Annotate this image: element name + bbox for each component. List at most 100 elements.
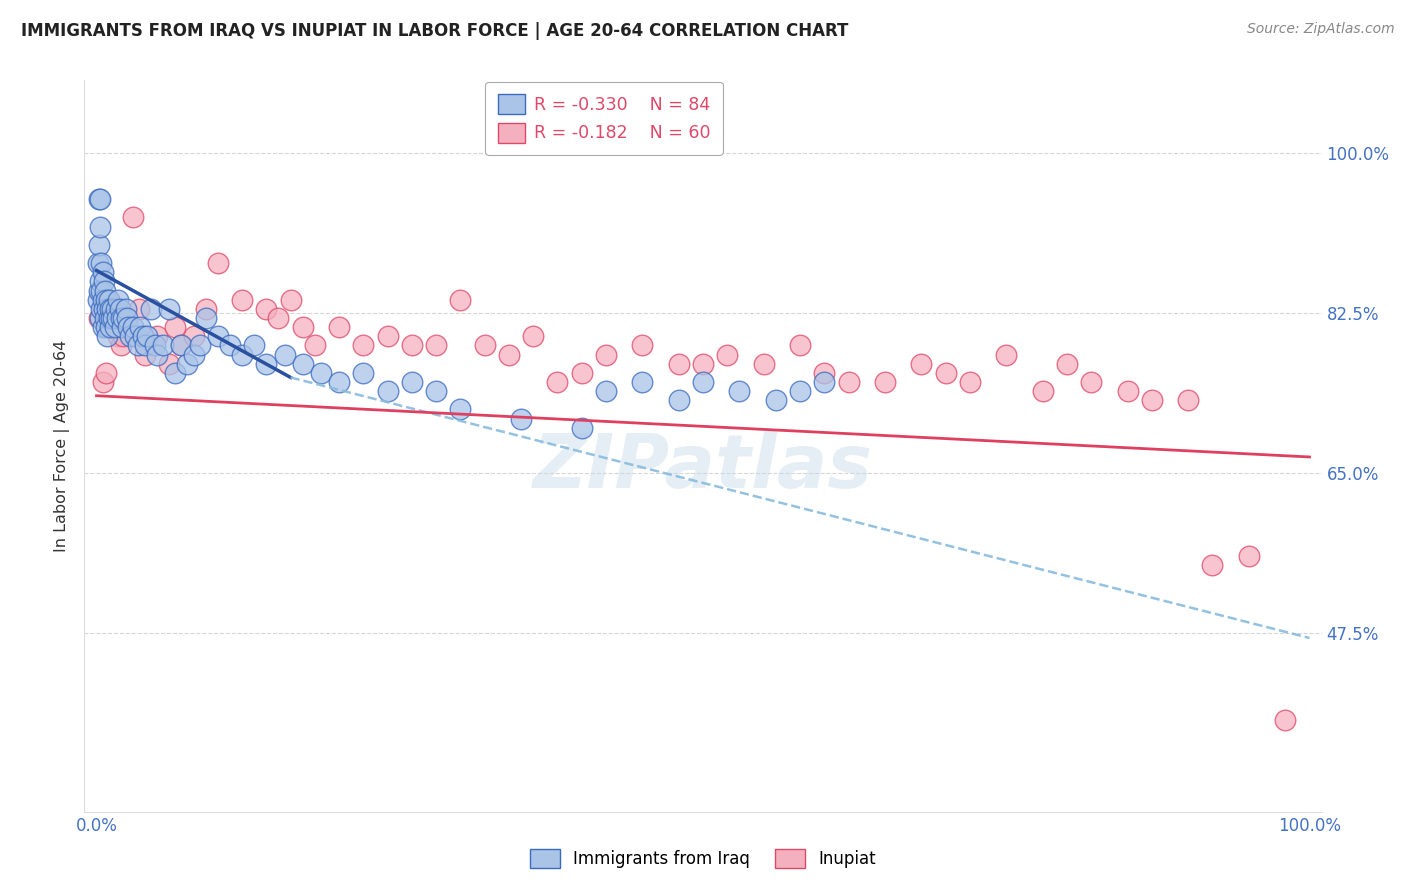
Point — [91, 375, 114, 389]
Point — [105, 311, 128, 326]
Point — [352, 338, 374, 352]
Point — [425, 338, 447, 352]
Point — [112, 329, 135, 343]
Point — [449, 293, 471, 307]
Point — [115, 311, 138, 326]
Point — [104, 301, 127, 316]
Point — [93, 301, 115, 316]
Point — [165, 320, 187, 334]
Point — [1237, 549, 1260, 563]
Point — [122, 211, 145, 225]
Point — [377, 384, 399, 399]
Point — [89, 192, 111, 206]
Point — [176, 357, 198, 371]
Point — [94, 311, 117, 326]
Text: Source: ZipAtlas.com: Source: ZipAtlas.com — [1247, 22, 1395, 37]
Point — [219, 338, 242, 352]
Point — [110, 338, 132, 352]
Point — [449, 402, 471, 417]
Point — [128, 301, 150, 316]
Point — [401, 375, 423, 389]
Point — [309, 366, 332, 380]
Point — [101, 301, 124, 316]
Point — [96, 301, 118, 316]
Point — [117, 320, 139, 334]
Point — [1032, 384, 1054, 399]
Point — [291, 357, 314, 371]
Point — [207, 329, 229, 343]
Point — [97, 311, 120, 326]
Point — [87, 311, 110, 326]
Point — [631, 375, 654, 389]
Point — [995, 347, 1018, 362]
Point — [93, 275, 115, 289]
Point — [631, 338, 654, 352]
Point — [935, 366, 957, 380]
Point — [90, 284, 112, 298]
Point — [170, 338, 193, 352]
Point — [595, 347, 617, 362]
Y-axis label: In Labor Force | Age 20-64: In Labor Force | Age 20-64 — [55, 340, 70, 552]
Point — [291, 320, 314, 334]
Point — [115, 320, 138, 334]
Point — [328, 320, 350, 334]
Point — [254, 301, 277, 316]
Point — [328, 375, 350, 389]
Point — [152, 338, 174, 352]
Point — [352, 366, 374, 380]
Point — [728, 384, 751, 399]
Point — [1274, 714, 1296, 728]
Point — [100, 311, 122, 326]
Point — [910, 357, 932, 371]
Point — [107, 329, 129, 343]
Point — [752, 357, 775, 371]
Point — [131, 329, 153, 343]
Point — [1080, 375, 1102, 389]
Point — [91, 320, 114, 334]
Point — [692, 357, 714, 371]
Point — [129, 320, 152, 334]
Point — [146, 329, 169, 343]
Legend: Immigrants from Iraq, Inupiat: Immigrants from Iraq, Inupiat — [523, 842, 883, 875]
Point — [813, 366, 835, 380]
Point — [838, 375, 860, 389]
Point — [89, 219, 111, 234]
Point — [157, 301, 180, 316]
Point — [146, 347, 169, 362]
Point — [959, 375, 981, 389]
Point — [425, 384, 447, 399]
Point — [254, 357, 277, 371]
Point — [111, 320, 134, 334]
Point — [124, 329, 146, 343]
Point — [789, 338, 811, 352]
Point — [91, 265, 114, 279]
Point — [143, 338, 166, 352]
Point — [96, 329, 118, 343]
Point — [157, 357, 180, 371]
Point — [498, 347, 520, 362]
Point — [183, 347, 205, 362]
Point — [595, 384, 617, 399]
Point — [510, 411, 533, 425]
Point — [546, 375, 568, 389]
Point — [120, 329, 142, 343]
Point — [94, 284, 117, 298]
Point — [110, 311, 132, 326]
Point — [813, 375, 835, 389]
Point — [789, 384, 811, 399]
Point — [231, 347, 253, 362]
Point — [304, 338, 326, 352]
Point — [1056, 357, 1078, 371]
Point — [100, 301, 122, 316]
Point — [139, 301, 162, 316]
Point — [96, 366, 118, 380]
Point — [873, 375, 896, 389]
Point — [97, 293, 120, 307]
Point — [170, 338, 193, 352]
Point — [401, 338, 423, 352]
Point — [377, 329, 399, 343]
Point — [134, 338, 156, 352]
Point — [98, 320, 121, 334]
Point — [207, 256, 229, 270]
Point — [1177, 393, 1199, 408]
